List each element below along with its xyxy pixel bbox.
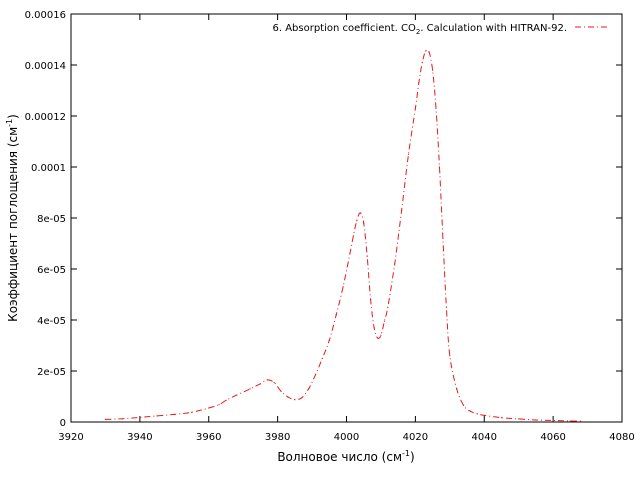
data-point (445, 306, 447, 308)
data-point (518, 418, 520, 420)
data-point (432, 69, 434, 71)
data-point (435, 107, 437, 109)
data-point (235, 394, 237, 396)
y-tick-label: 0.00016 (25, 10, 66, 21)
data-point (425, 50, 427, 52)
data-point (363, 222, 365, 224)
data-point (104, 418, 106, 420)
x-tick-label: 3920 (58, 432, 83, 443)
y-axis-ticks: 0 2e-05 4e-05 6e-05 8e-05 0.0001 0.00012 0.0001… (25, 10, 622, 429)
data-point (208, 407, 210, 409)
data-point (328, 339, 330, 341)
y-tick-label: 0.00012 (25, 112, 66, 123)
data-point (401, 209, 403, 211)
data-point (438, 166, 441, 168)
y-tick-label: 0.0001 (31, 163, 66, 174)
data-point (294, 399, 296, 401)
data-point (383, 320, 385, 322)
x-axis-ticks: 3920 3940 3960 3980 4000 4020 4040 4060 4080 (58, 14, 635, 443)
data-point (359, 212, 361, 214)
data-point (122, 418, 124, 420)
data-point (483, 414, 485, 416)
data-point (356, 220, 358, 222)
y-tick-label: 4e-05 (37, 316, 66, 327)
series-line-co2 (105, 49, 581, 422)
data-point (428, 51, 430, 53)
data-point (352, 235, 354, 237)
x-tick-label: 4020 (403, 432, 428, 443)
data-point (349, 253, 351, 255)
data-point (342, 286, 344, 288)
data-point (580, 420, 582, 422)
data-point (259, 383, 261, 385)
data-point (139, 416, 141, 418)
x-tick-label: 4080 (609, 432, 634, 443)
y-tick-label: 2e-05 (37, 367, 66, 378)
data-point (366, 255, 368, 257)
legend-label: 6. Absorption coefficient. CO2. Calculat… (272, 23, 567, 36)
data-point (476, 413, 478, 415)
x-tick-label: 3940 (127, 432, 152, 443)
data-point (380, 334, 382, 336)
data-point (535, 419, 537, 421)
data-point (373, 327, 375, 329)
data-point (301, 397, 303, 399)
y-tick-label: 0 (60, 418, 66, 429)
data-point (449, 355, 451, 357)
x-tick-label: 3980 (265, 432, 290, 443)
data-point (569, 420, 571, 422)
y-tick-label: 8e-05 (37, 214, 66, 225)
data-point (273, 381, 275, 384)
data-point (552, 419, 554, 422)
y-axis-label: Коэффициент поглощения (см-1) (5, 114, 20, 322)
data-point (156, 415, 158, 417)
data-point (287, 396, 289, 398)
data-point (418, 82, 420, 84)
data-point (280, 390, 282, 392)
data-point (249, 388, 251, 390)
data-point (190, 411, 193, 413)
data-point (335, 314, 337, 316)
data-point (394, 263, 396, 265)
data-point (456, 388, 458, 390)
legend: 6. Absorption coefficient. CO2. Calculat… (272, 23, 608, 36)
plot-frame (70, 13, 623, 423)
x-tick-label: 4040 (472, 432, 497, 443)
x-tick-label: 4000 (334, 432, 359, 443)
data-point (414, 107, 416, 109)
x-tick-label: 4060 (540, 432, 565, 443)
data-point (218, 404, 220, 406)
data-point (500, 417, 503, 419)
data-point (173, 413, 175, 415)
data-point (308, 388, 310, 390)
data-point (376, 337, 379, 339)
y-tick-label: 0.00014 (25, 61, 66, 72)
data-point (266, 379, 268, 381)
series-points (104, 50, 582, 422)
data-point (321, 357, 323, 359)
data-point (421, 61, 423, 64)
data-point (387, 306, 389, 308)
x-tick-label: 3960 (196, 432, 221, 443)
data-point (314, 374, 317, 376)
data-point (442, 237, 444, 239)
data-point (225, 399, 227, 401)
data-point (463, 404, 465, 406)
data-point (370, 299, 372, 301)
data-point (469, 410, 472, 412)
x-axis-label: Волновое число (см-1) (277, 449, 414, 464)
data-point (407, 153, 410, 155)
y-tick-label: 6e-05 (37, 265, 66, 276)
